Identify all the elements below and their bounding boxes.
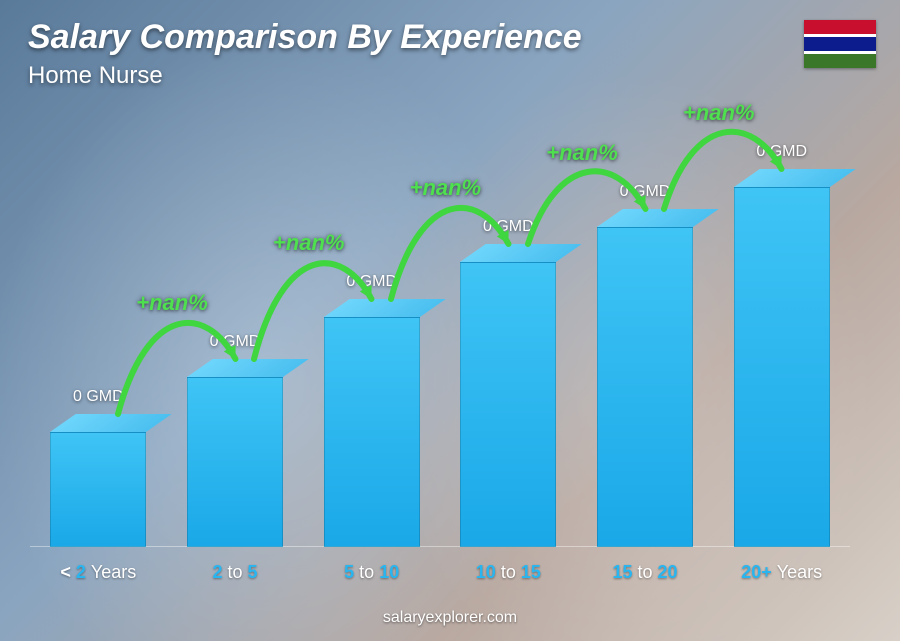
percent-change-label: +nan% <box>546 140 618 166</box>
bar-front <box>460 262 556 547</box>
percent-change-label: +nan% <box>273 230 345 256</box>
bar-front <box>324 317 420 547</box>
bar-value-label: 0 GMD <box>346 273 397 291</box>
bar-top <box>734 169 856 187</box>
bar <box>734 187 830 547</box>
bar-top <box>187 359 309 377</box>
bar-slot: 0 GMD <box>30 120 167 547</box>
bar-top <box>324 299 446 317</box>
bar <box>50 432 146 547</box>
x-axis-label: < 2 Years <box>30 562 167 583</box>
bar <box>324 317 420 547</box>
bar-front <box>50 432 146 547</box>
bar-slot: 0 GMD <box>577 120 714 547</box>
bar-front <box>734 187 830 547</box>
footer-attribution: salaryexplorer.com <box>0 609 900 627</box>
bar-chart: 0 GMD 0 GMD 0 GMD 0 GMD 0 GMD 0 GMD < 2 Years… <box>30 120 850 583</box>
percent-change-label: +nan% <box>683 100 755 126</box>
bar-top <box>50 414 172 432</box>
bar-value-label: 0 GMD <box>620 183 671 201</box>
chart-stage: Salary Comparison By Experience Home Nur… <box>0 0 900 641</box>
flag-stripe <box>804 20 876 34</box>
bar <box>187 377 283 547</box>
bar <box>460 262 556 547</box>
bar-value-label: 0 GMD <box>210 333 261 351</box>
bar-slot: 0 GMD <box>167 120 304 547</box>
x-axis-label: 20+ Years <box>713 562 850 583</box>
flag-stripe <box>804 54 876 68</box>
x-axis-labels: < 2 Years2 to 55 to 1010 to 1515 to 2020… <box>30 562 850 583</box>
bar <box>597 227 693 547</box>
chart-title: Salary Comparison By Experience <box>28 18 582 57</box>
bar-top <box>597 209 719 227</box>
bar-value-label: 0 GMD <box>756 143 807 161</box>
bar-front <box>187 377 283 547</box>
bar-value-label: 0 GMD <box>483 218 534 236</box>
x-axis-label: 5 to 10 <box>303 562 440 583</box>
percent-change-label: +nan% <box>136 290 208 316</box>
bar-top <box>460 244 582 262</box>
bar-slot: 0 GMD <box>713 120 850 547</box>
chart-subtitle: Home Nurse <box>28 62 163 90</box>
flag-stripe <box>804 37 876 51</box>
x-axis-label: 15 to 20 <box>577 562 714 583</box>
bar-value-label: 0 GMD <box>73 388 124 406</box>
x-axis-label: 10 to 15 <box>440 562 577 583</box>
percent-change-label: +nan% <box>410 175 482 201</box>
x-axis-label: 2 to 5 <box>167 562 304 583</box>
flag-icon <box>804 20 876 68</box>
bar-front <box>597 227 693 547</box>
